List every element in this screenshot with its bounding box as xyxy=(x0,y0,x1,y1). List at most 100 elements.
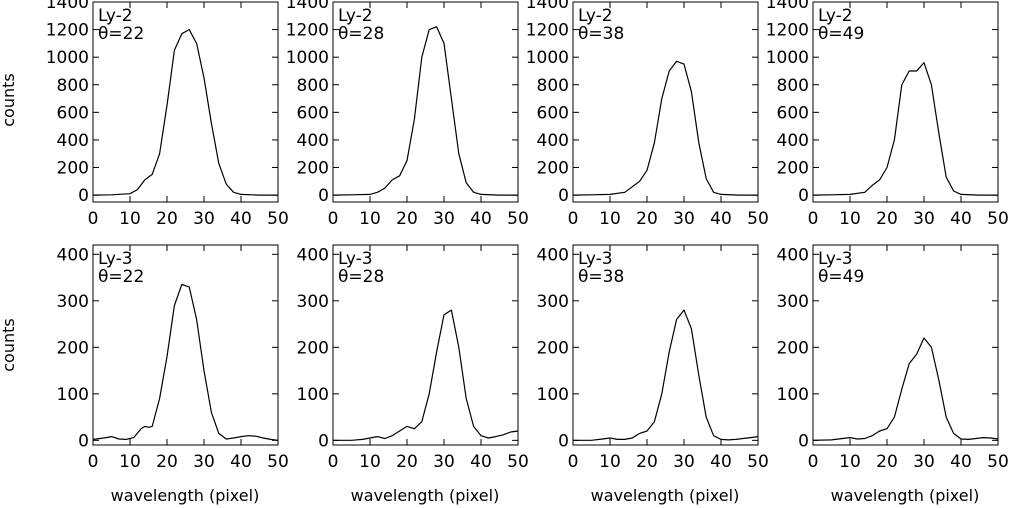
panel-5-theta-label: θ=28 xyxy=(338,267,384,287)
x-tick-label: 20 xyxy=(156,209,178,229)
panel-5-frame xyxy=(332,244,519,446)
y-tick-label: 300 xyxy=(297,292,329,312)
x-tick-label: 0 xyxy=(568,209,579,229)
panel-1-frame xyxy=(332,1,519,203)
y-tick-label: 1400 xyxy=(46,0,89,13)
y-tick-label: 100 xyxy=(297,385,329,405)
y-tick-label: 200 xyxy=(777,159,809,179)
y-tick-label: 800 xyxy=(297,76,329,96)
y-tick-label: 400 xyxy=(57,245,89,265)
y-tick-label: 400 xyxy=(777,131,809,151)
panel-7-frame xyxy=(812,244,999,446)
x-tick-label: 30 xyxy=(673,452,695,472)
y-tick-label: 400 xyxy=(777,245,809,265)
y-tick-label: 600 xyxy=(537,103,569,123)
x-tick-label: 30 xyxy=(433,452,455,472)
panel-0-series-line xyxy=(92,29,278,196)
y-tick-label: 600 xyxy=(57,103,89,123)
y-tick-label: 600 xyxy=(297,103,329,123)
y-tick-label: 200 xyxy=(57,338,89,358)
x-tick-label: 10 xyxy=(359,452,381,472)
panel-4-line-label: Ly-3 xyxy=(98,249,133,269)
y-tick-label: 400 xyxy=(297,131,329,151)
y-tick-label: 1400 xyxy=(286,0,329,13)
y-tick-label: 800 xyxy=(777,76,809,96)
y-tick-label: 1400 xyxy=(766,0,809,13)
y-tick-label: 200 xyxy=(777,338,809,358)
panel-3-series-line xyxy=(812,62,998,196)
panel-3: 0 200 400 600 800 1000 1200 1400 0 10 20 30 40 50 Ly-2… xyxy=(766,0,1009,229)
x-tick-label: 40 xyxy=(230,452,252,472)
x-tick-label: 20 xyxy=(156,452,178,472)
x-tick-label: 50 xyxy=(747,452,769,472)
x-tick-label: 50 xyxy=(507,209,529,229)
y-tick-label: 400 xyxy=(297,245,329,265)
y-tick-label: 600 xyxy=(777,103,809,123)
y-tick-label: 0 xyxy=(798,431,809,451)
panel-6-frame xyxy=(572,244,759,446)
x-tick-label: 40 xyxy=(710,452,732,472)
x-tick-label: 40 xyxy=(230,209,252,229)
panel-4: 0 100 200 300 400 0 10 20 30 40 50 Ly-3θ=22 xyxy=(57,244,289,472)
x-tick-label: 50 xyxy=(267,209,289,229)
y-tick-label: 0 xyxy=(78,431,89,451)
x-tick-label: 20 xyxy=(876,452,898,472)
panel-1-theta-label: θ=28 xyxy=(338,24,384,44)
y-tick-label: 1000 xyxy=(526,48,569,68)
y-tick-label: 800 xyxy=(57,76,89,96)
panel-4-theta-label: θ=22 xyxy=(98,267,144,287)
panel-2-series-line xyxy=(572,60,758,196)
x-tick-label: 20 xyxy=(396,452,418,472)
panel-6-theta-label: θ=38 xyxy=(578,267,624,287)
x-tick-label: 20 xyxy=(396,209,418,229)
x-tick-label: 10 xyxy=(599,209,621,229)
x-tick-label: 10 xyxy=(599,452,621,472)
y-tick-label: 1200 xyxy=(286,21,329,41)
panel-0-theta-label: θ=22 xyxy=(98,24,144,44)
x-tick-label: 40 xyxy=(470,209,492,229)
panel-5: 0 100 200 300 400 0 10 20 30 40 50 Ly-3θ=28 xyxy=(297,244,529,472)
y-tick-label: 1000 xyxy=(286,48,329,68)
x-tick-label: 40 xyxy=(950,209,972,229)
panel-0: 0 200 400 600 800 1000 1200 1400 0 10 20 30 40 50 Ly-2… xyxy=(46,0,289,229)
y-tick-label: 100 xyxy=(57,385,89,405)
panel-3-frame xyxy=(812,1,999,203)
panel-6-series-line xyxy=(573,309,759,441)
y-tick-label: 200 xyxy=(297,159,329,179)
y-tick-label: 400 xyxy=(537,131,569,151)
x-tick-label: 30 xyxy=(913,209,935,229)
y-tick-label: 300 xyxy=(777,292,809,312)
y-tick-label: 0 xyxy=(318,186,329,206)
y-tick-label: 200 xyxy=(537,338,569,358)
panel-2: 0 200 400 600 800 1000 1200 1400 0 10 20 30 40 50 Ly-2… xyxy=(526,0,769,229)
y-tick-label: 200 xyxy=(537,159,569,179)
y-tick-label: 0 xyxy=(798,186,809,206)
panel-0-line-label: Ly-2 xyxy=(98,6,133,26)
panel-4-series-line xyxy=(92,283,279,441)
panel-6: 0 100 200 300 400 0 10 20 30 40 50 Ly-3θ=38 xyxy=(537,244,769,472)
y-tick-label: 1000 xyxy=(46,48,89,68)
panel-2-frame xyxy=(572,1,759,203)
y-tick-label: 0 xyxy=(318,431,329,451)
panel-1: 0 200 400 600 800 1000 1200 1400 0 10 20 30 40 50 Ly-2… xyxy=(286,0,529,229)
x-tick-label: 0 xyxy=(568,452,579,472)
y-tick-label: 200 xyxy=(297,338,329,358)
x-tick-label: 0 xyxy=(808,452,819,472)
y-tick-label: 800 xyxy=(537,76,569,96)
panel-7-line-label: Ly-3 xyxy=(818,249,853,269)
x-tick-label: 30 xyxy=(193,209,215,229)
x-tick-label: 40 xyxy=(470,452,492,472)
y-tick-label: 400 xyxy=(57,131,89,151)
x-tick-label: 10 xyxy=(839,452,861,472)
x-tick-label: 50 xyxy=(987,209,1009,229)
panel-5-line-label: Ly-3 xyxy=(338,249,373,269)
y-tick-label: 400 xyxy=(537,245,569,265)
x-tick-label: 20 xyxy=(636,209,658,229)
y-tick-label: 1200 xyxy=(526,21,569,41)
x-tick-label: 20 xyxy=(876,209,898,229)
x-tick-label: 50 xyxy=(507,452,529,472)
panel-6-line-label: Ly-3 xyxy=(578,249,613,269)
panel-3-theta-label: θ=49 xyxy=(818,24,864,44)
row1-ylabel: counts xyxy=(0,73,18,126)
